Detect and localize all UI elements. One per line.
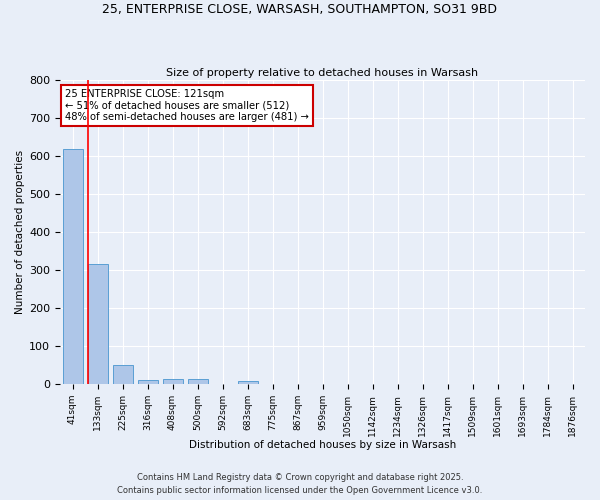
X-axis label: Distribution of detached houses by size in Warsash: Distribution of detached houses by size … xyxy=(189,440,456,450)
Text: 25, ENTERPRISE CLOSE, WARSASH, SOUTHAMPTON, SO31 9BD: 25, ENTERPRISE CLOSE, WARSASH, SOUTHAMPT… xyxy=(103,2,497,16)
Bar xyxy=(113,365,133,384)
Bar xyxy=(163,379,182,384)
Bar xyxy=(88,264,107,384)
Bar xyxy=(238,382,257,384)
Bar xyxy=(137,380,158,384)
Text: Contains HM Land Registry data © Crown copyright and database right 2025.
Contai: Contains HM Land Registry data © Crown c… xyxy=(118,474,482,495)
Bar xyxy=(188,379,208,384)
Title: Size of property relative to detached houses in Warsash: Size of property relative to detached ho… xyxy=(166,68,479,78)
Y-axis label: Number of detached properties: Number of detached properties xyxy=(15,150,25,314)
Bar xyxy=(62,148,83,384)
Text: 25 ENTERPRISE CLOSE: 121sqm
← 51% of detached houses are smaller (512)
48% of se: 25 ENTERPRISE CLOSE: 121sqm ← 51% of det… xyxy=(65,90,309,122)
